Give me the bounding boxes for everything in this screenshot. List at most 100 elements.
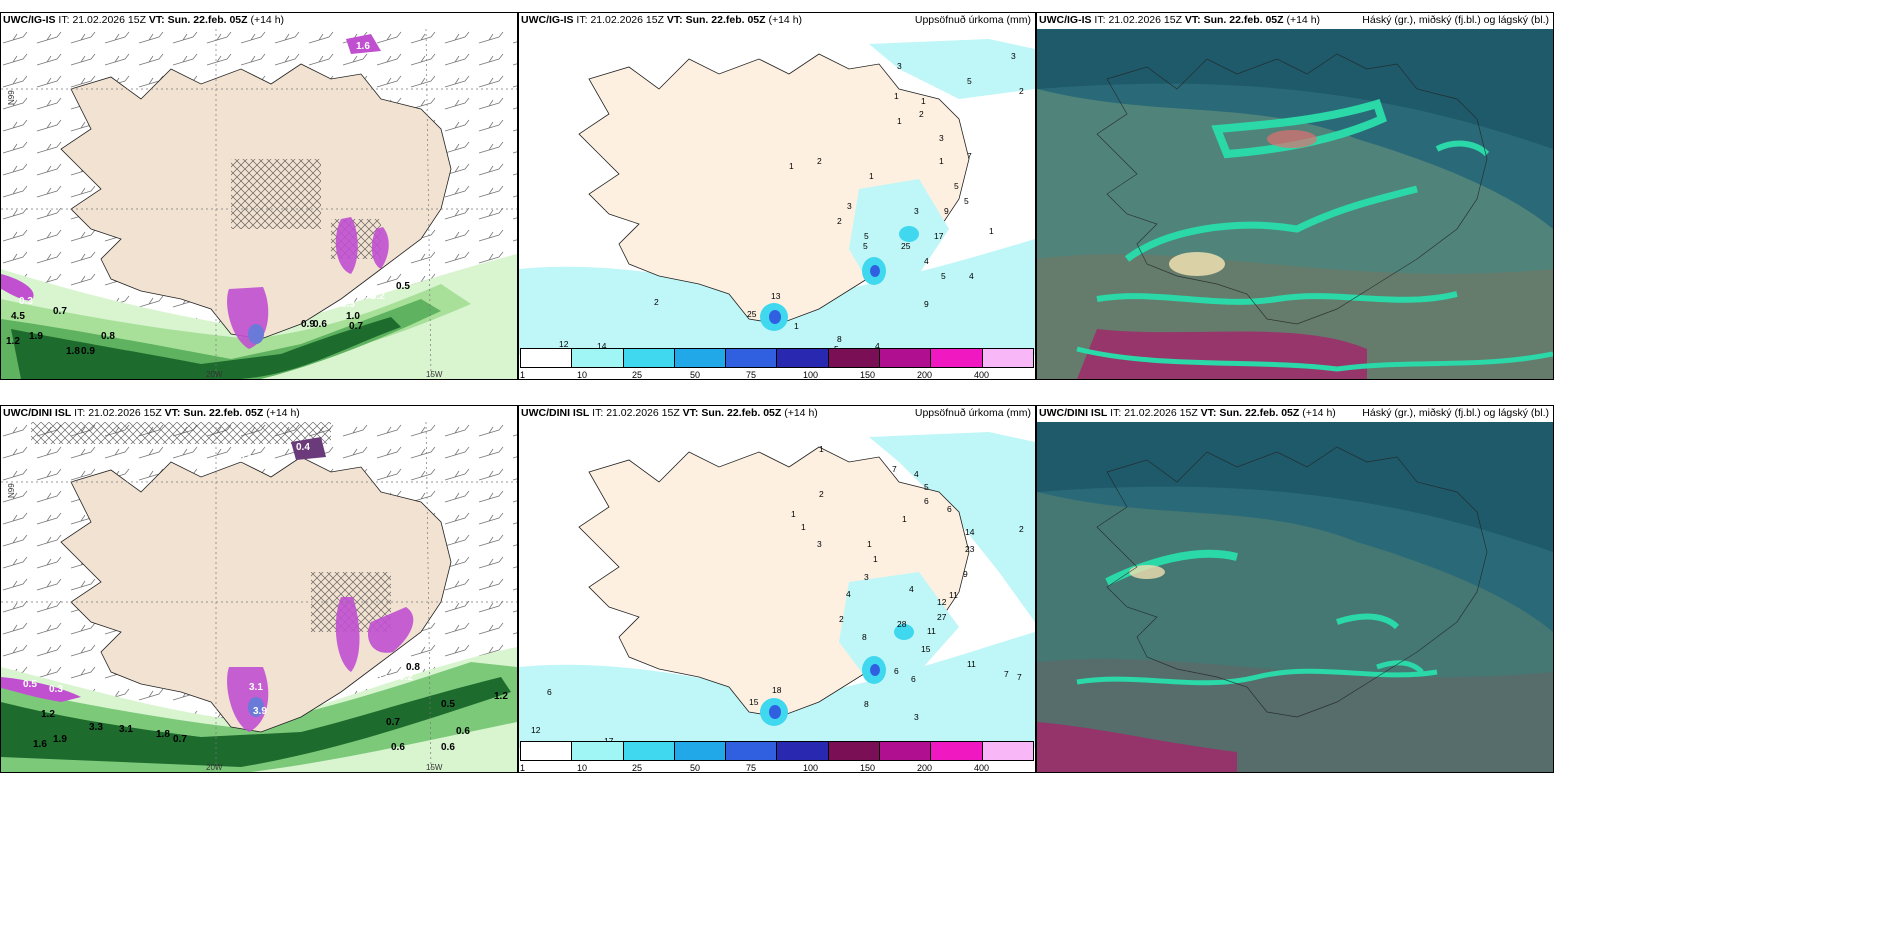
- panel-title: UWC/IG-IS IT: 21.02.2026 15Z VT: Sun. 22…: [3, 14, 285, 26]
- svg-text:2: 2: [1019, 524, 1024, 534]
- snow-value-labels: 0.4 0.3 0.5 0.3 1.2 3.3 3.1 1.8 0.7 1.9 …: [23, 442, 508, 753]
- svg-text:1: 1: [819, 444, 824, 454]
- svg-text:7: 7: [892, 464, 897, 474]
- svg-text:9: 9: [963, 569, 968, 579]
- lon-label-20w: 20W: [206, 763, 223, 772]
- svg-text:5: 5: [863, 241, 868, 251]
- svg-text:5: 5: [924, 482, 929, 492]
- svg-text:2: 2: [837, 216, 842, 226]
- svg-text:7: 7: [1004, 669, 1009, 679]
- svg-text:5: 5: [954, 181, 959, 191]
- svg-text:2: 2: [919, 109, 924, 119]
- svg-text:1.8: 1.8: [156, 729, 170, 740]
- svg-text:1: 1: [801, 522, 806, 532]
- svg-text:25: 25: [901, 241, 911, 251]
- lon-label-15w: 15W: [426, 763, 443, 772]
- svg-text:4: 4: [914, 469, 919, 479]
- svg-text:0.6: 0.6: [391, 742, 405, 753]
- svg-text:3: 3: [897, 61, 902, 71]
- svg-text:0.6: 0.6: [313, 319, 327, 330]
- svg-text:1.6: 1.6: [356, 41, 370, 52]
- cloud-panel-bottom: UWC/DINI ISL IT: 21.02.2026 15Z VT: Sun.…: [1036, 405, 1554, 773]
- wind-snow-panel-bottom: UWC/DINI ISL IT: 21.02.2026 15Z VT: Sun.…: [0, 405, 518, 773]
- colorbar-labels: 1 10 25 50 75 100 150 200 400: [520, 763, 990, 773]
- svg-text:13: 13: [771, 291, 781, 301]
- svg-text:0.7: 0.7: [386, 717, 400, 728]
- wind-snow-map: 20W 15W N99 0.4 0.3 0.5 0.3 1.2 3.3 3.1 …: [1, 422, 517, 772]
- precip-map: 1 7 4 5 6 2 2 1 1 1 3 1 1 3 4 6 14 23 9 …: [519, 422, 1035, 748]
- lon-label-20w: 20W: [206, 370, 223, 379]
- svg-text:0.5: 0.5: [361, 291, 375, 302]
- svg-text:5: 5: [864, 231, 869, 241]
- lat-label: N99: [7, 483, 16, 498]
- svg-text:0.3: 0.3: [376, 674, 390, 685]
- svg-text:3: 3: [939, 133, 944, 143]
- precip-map: 3 3 5 2 1 1 1 2 3 1 1 2 7 5 5 1 9 1 17 2…: [519, 29, 1035, 355]
- colorbar-swatch: [982, 742, 1033, 760]
- svg-text:0.5: 0.5: [396, 281, 410, 292]
- colorbar-swatch: [880, 349, 932, 367]
- svg-text:14: 14: [597, 341, 607, 351]
- svg-text:0.5: 0.5: [441, 699, 455, 710]
- svg-text:1: 1: [939, 156, 944, 166]
- colorbar-swatch: [777, 742, 829, 760]
- svg-text:23: 23: [965, 544, 975, 554]
- svg-text:3: 3: [817, 539, 822, 549]
- svg-text:6: 6: [911, 674, 916, 684]
- svg-text:1.9: 1.9: [29, 331, 43, 342]
- svg-text:14: 14: [965, 527, 975, 537]
- svg-text:1: 1: [902, 514, 907, 524]
- svg-text:4.5: 4.5: [11, 311, 25, 322]
- svg-text:3: 3: [847, 201, 852, 211]
- svg-text:1: 1: [873, 554, 878, 564]
- precip-value-labels: 1 7 4 5 6 2 2 1 1 1 3 1 1 3 4 6 14 23 9 …: [531, 444, 1024, 746]
- svg-text:4: 4: [924, 256, 929, 266]
- svg-text:6: 6: [947, 504, 952, 514]
- svg-text:4: 4: [909, 584, 914, 594]
- colorbar-swatch: [674, 742, 727, 760]
- svg-text:18: 18: [772, 685, 782, 695]
- svg-text:0.6: 0.6: [441, 742, 455, 753]
- svg-text:8: 8: [837, 334, 842, 344]
- colorbar-swatch: [880, 742, 932, 760]
- svg-text:1.2: 1.2: [494, 691, 508, 702]
- colorbar-swatch: [674, 349, 727, 367]
- svg-text:2: 2: [819, 489, 824, 499]
- svg-text:0.3: 0.3: [49, 684, 63, 695]
- cloud-panel-top: UWC/IG-IS IT: 21.02.2026 15Z VT: Sun. 22…: [1036, 12, 1554, 380]
- svg-text:1: 1: [921, 96, 926, 106]
- svg-text:2: 2: [1019, 86, 1024, 96]
- svg-text:17: 17: [934, 231, 944, 241]
- lon-label-15w: 15W: [426, 370, 443, 379]
- svg-text:6: 6: [924, 496, 929, 506]
- svg-text:3: 3: [864, 572, 869, 582]
- svg-text:1.0: 1.0: [346, 311, 360, 322]
- panel-title: UWC/DINI ISL IT: 21.02.2026 15Z VT: Sun.…: [3, 407, 300, 419]
- svg-text:2: 2: [839, 614, 844, 624]
- svg-text:3: 3: [914, 712, 919, 722]
- colorbar-swatch: [572, 349, 624, 367]
- svg-text:15: 15: [921, 644, 931, 654]
- colorbar-swatch: [521, 742, 573, 760]
- svg-text:1: 1: [989, 226, 994, 236]
- svg-text:3: 3: [914, 206, 919, 216]
- colorbar-swatch: [623, 742, 675, 760]
- svg-text:3: 3: [1011, 51, 1016, 61]
- svg-text:1.6: 1.6: [33, 739, 47, 750]
- panel-title: UWC/IG-IS IT: 21.02.2026 15Z VT: Sun. 22…: [1039, 14, 1321, 26]
- svg-text:28: 28: [897, 619, 907, 629]
- svg-text:0.5: 0.5: [23, 679, 37, 690]
- colorbar-swatch: [572, 742, 624, 760]
- svg-text:12: 12: [531, 725, 541, 735]
- svg-text:0.9: 0.9: [81, 346, 95, 357]
- svg-text:1: 1: [869, 171, 874, 181]
- colorbar-labels: 1 10 25 50 75 100 150 200 400: [520, 370, 990, 380]
- svg-text:1: 1: [791, 509, 796, 519]
- svg-text:8: 8: [864, 699, 869, 709]
- svg-text:4: 4: [846, 589, 851, 599]
- colorbar-swatch: [726, 742, 778, 760]
- lat-label: N99: [7, 90, 16, 105]
- svg-text:2: 2: [654, 297, 659, 307]
- colorbar-swatch: [726, 349, 778, 367]
- svg-text:11: 11: [949, 590, 958, 600]
